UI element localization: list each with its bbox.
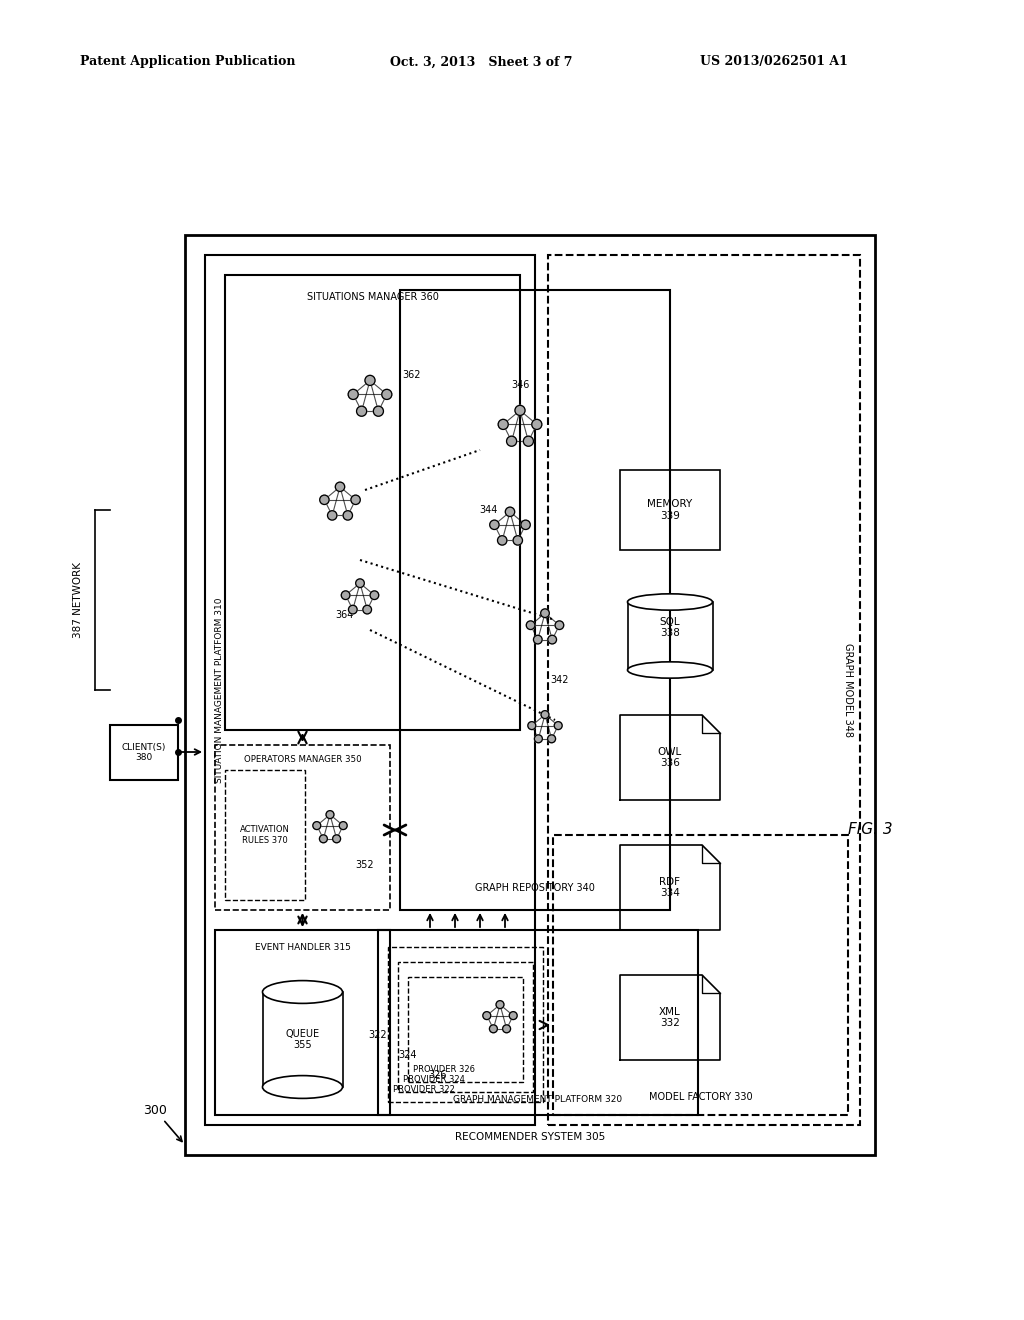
Bar <box>205 255 535 1125</box>
Circle shape <box>319 834 328 842</box>
Bar <box>215 744 390 909</box>
Ellipse shape <box>262 981 342 1003</box>
Circle shape <box>496 1001 504 1008</box>
Text: OWL
336: OWL 336 <box>657 747 682 768</box>
Bar <box>215 931 390 1115</box>
Text: 344: 344 <box>479 506 498 515</box>
Text: 300: 300 <box>143 1104 182 1142</box>
Text: 346: 346 <box>511 380 529 389</box>
Text: OPERATORS MANAGER 350: OPERATORS MANAGER 350 <box>244 755 361 764</box>
Text: PROVIDER 324: PROVIDER 324 <box>403 1076 465 1085</box>
Circle shape <box>351 495 360 504</box>
Circle shape <box>355 579 365 587</box>
Circle shape <box>503 1024 511 1032</box>
Circle shape <box>489 520 499 529</box>
Bar <box>400 290 670 909</box>
Circle shape <box>339 821 347 829</box>
Text: QUEUE
355: QUEUE 355 <box>286 1028 319 1051</box>
Circle shape <box>489 1024 498 1032</box>
Bar <box>548 255 860 1125</box>
Text: Patent Application Publication: Patent Application Publication <box>80 55 296 69</box>
Text: SITUATION MANAGEMENT PLATFORM 310: SITUATION MANAGEMENT PLATFORM 310 <box>214 597 223 783</box>
Circle shape <box>483 1011 490 1019</box>
Bar <box>388 946 543 1102</box>
Text: PROVIDER 326: PROVIDER 326 <box>413 1065 475 1074</box>
Circle shape <box>498 420 508 429</box>
Circle shape <box>326 810 334 818</box>
Circle shape <box>527 722 536 730</box>
Text: 322: 322 <box>369 1030 387 1040</box>
Text: 324: 324 <box>398 1049 417 1060</box>
Circle shape <box>541 710 549 718</box>
Circle shape <box>515 405 525 416</box>
Circle shape <box>328 511 337 520</box>
Text: RDF
334: RDF 334 <box>659 876 681 899</box>
Text: XML
332: XML 332 <box>659 1007 681 1028</box>
Circle shape <box>365 375 375 385</box>
Circle shape <box>370 591 379 599</box>
Circle shape <box>356 407 367 416</box>
Circle shape <box>523 436 534 446</box>
Text: 387 NETWORK: 387 NETWORK <box>73 562 83 638</box>
Circle shape <box>341 591 350 599</box>
Circle shape <box>319 495 329 504</box>
Circle shape <box>362 606 372 614</box>
Circle shape <box>348 389 358 400</box>
Text: Oct. 3, 2013   Sheet 3 of 7: Oct. 3, 2013 Sheet 3 of 7 <box>390 55 572 69</box>
Circle shape <box>348 606 357 614</box>
Bar <box>185 235 874 1155</box>
Circle shape <box>313 821 321 829</box>
Circle shape <box>498 536 507 545</box>
Circle shape <box>335 482 345 491</box>
Circle shape <box>382 389 392 400</box>
Circle shape <box>535 735 543 743</box>
Ellipse shape <box>628 594 713 610</box>
Circle shape <box>509 1011 517 1019</box>
Text: 352: 352 <box>355 861 375 870</box>
Text: MODEL FACTORY 330: MODEL FACTORY 330 <box>648 1092 753 1102</box>
Circle shape <box>526 620 535 630</box>
Text: ACTIVATION
RULES 370: ACTIVATION RULES 370 <box>240 825 290 845</box>
Circle shape <box>555 620 564 630</box>
Text: CLIENT(S)
380: CLIENT(S) 380 <box>122 743 166 762</box>
Text: SITUATIONS MANAGER 360: SITUATIONS MANAGER 360 <box>306 292 438 302</box>
Text: RECOMMENDER SYSTEM 305: RECOMMENDER SYSTEM 305 <box>455 1133 605 1142</box>
Circle shape <box>548 735 556 743</box>
Circle shape <box>541 609 549 618</box>
Ellipse shape <box>262 1076 342 1098</box>
Bar <box>553 836 848 1115</box>
Circle shape <box>554 722 562 730</box>
Text: SQL
338: SQL 338 <box>659 616 680 639</box>
Circle shape <box>531 420 542 429</box>
Circle shape <box>548 635 556 644</box>
Circle shape <box>505 507 515 516</box>
Text: GRAPH MODEL 348: GRAPH MODEL 348 <box>843 643 853 737</box>
Circle shape <box>333 834 341 842</box>
Bar <box>398 962 534 1092</box>
Bar <box>225 770 305 900</box>
Circle shape <box>343 511 352 520</box>
Text: 326: 326 <box>429 1071 447 1080</box>
Bar <box>110 725 178 780</box>
Bar <box>378 931 698 1115</box>
Ellipse shape <box>628 661 713 678</box>
Circle shape <box>513 536 522 545</box>
Text: GRAPH MANAGEMENT PLATFORM 320: GRAPH MANAGEMENT PLATFORM 320 <box>454 1094 623 1104</box>
Text: GRAPH REPOSITORY 340: GRAPH REPOSITORY 340 <box>475 883 595 894</box>
Text: 362: 362 <box>402 370 421 380</box>
Circle shape <box>507 436 517 446</box>
Bar <box>408 977 523 1082</box>
Text: EVENT HANDLER 315: EVENT HANDLER 315 <box>255 944 350 953</box>
Text: US 2013/0262501 A1: US 2013/0262501 A1 <box>700 55 848 69</box>
Circle shape <box>374 407 383 416</box>
Circle shape <box>521 520 530 529</box>
Text: MEMORY
339: MEMORY 339 <box>647 499 692 521</box>
Circle shape <box>534 635 542 644</box>
Text: FIG. 3: FIG. 3 <box>848 822 892 837</box>
Text: 342: 342 <box>551 675 569 685</box>
Text: 364: 364 <box>336 610 354 620</box>
Bar <box>225 275 520 730</box>
Text: PROVIDER 322: PROVIDER 322 <box>393 1085 455 1094</box>
Bar <box>620 470 720 550</box>
